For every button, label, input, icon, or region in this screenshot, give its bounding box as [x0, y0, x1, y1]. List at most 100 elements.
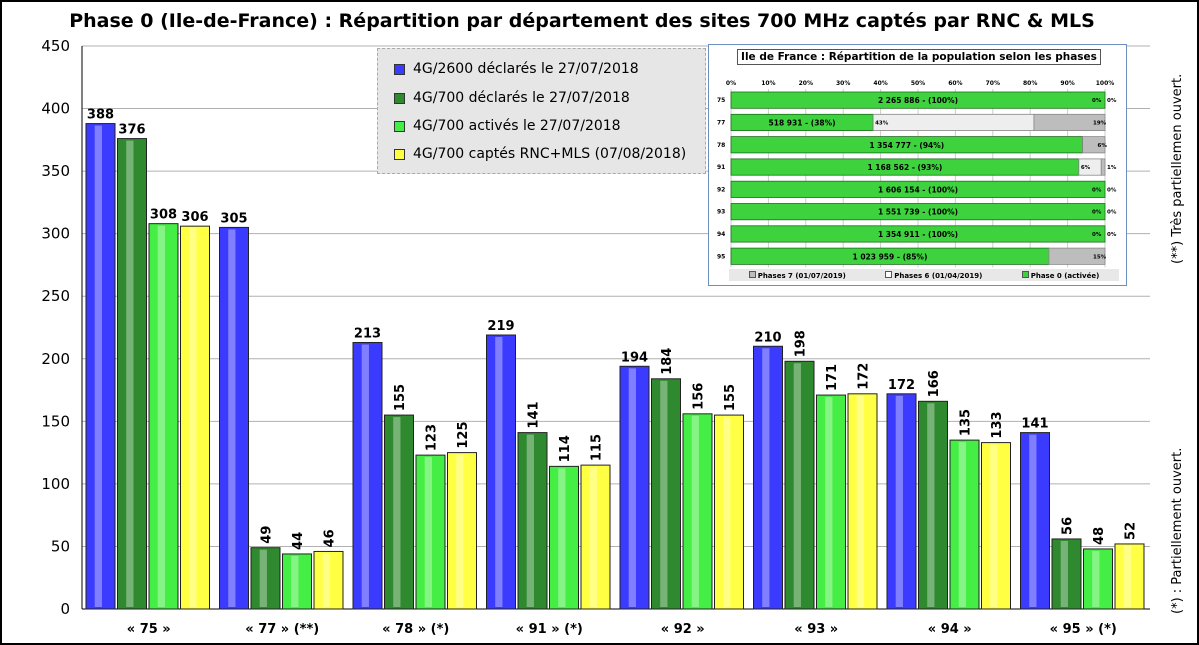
bar-highlight — [1029, 434, 1037, 607]
data-label: 388 — [87, 108, 114, 123]
bar-highlight — [927, 403, 935, 607]
bar-highlight — [456, 454, 464, 607]
inset-data-label: 0% — [1092, 187, 1102, 193]
bar — [918, 400, 948, 610]
inset-x-tick-label: 20% — [799, 80, 813, 87]
bar — [1051, 538, 1082, 610]
inset-data-label: 15% — [1093, 254, 1107, 260]
legend-label: 4G/700 activés le 27/07/2018 — [413, 118, 621, 134]
data-label: 213 — [354, 327, 381, 342]
inset-y-tick-label: 91 — [717, 164, 725, 171]
inset-bar — [730, 91, 1106, 109]
y-tick-label: 350 — [41, 162, 70, 180]
bar-highlight — [762, 348, 770, 607]
x-tick-label: « 94 » — [928, 622, 972, 637]
inset-y-tick-label: 93 — [717, 209, 725, 216]
data-label: 156 — [692, 383, 707, 410]
data-label: 141 — [527, 401, 542, 428]
y-tick-label: 450 — [41, 37, 70, 55]
bar — [619, 365, 650, 610]
inset-data-label: 0% — [1107, 232, 1117, 238]
bar-highlight — [322, 553, 330, 607]
data-label: 114 — [558, 435, 573, 462]
bar — [415, 454, 446, 610]
inset-bar — [730, 225, 1106, 243]
inset-bar — [730, 180, 1106, 198]
data-label: 166 — [927, 370, 942, 397]
bar — [549, 465, 579, 610]
bar-highlight — [157, 225, 165, 607]
bar — [981, 442, 1011, 610]
bar — [352, 342, 383, 610]
inset-y-tick-label: 94 — [717, 231, 725, 238]
inset-y-tick-label: 95 — [717, 253, 725, 260]
bar — [517, 432, 548, 610]
inset-bar-label: 1 354 911 - (100%) — [878, 230, 958, 239]
bar — [447, 452, 477, 610]
data-label: 133 — [990, 411, 1005, 438]
data-label: 306 — [181, 210, 208, 225]
data-label: 198 — [794, 330, 809, 357]
data-label: 52 — [1124, 522, 1139, 540]
legend-swatch — [394, 63, 405, 75]
inset-bar — [730, 203, 1106, 221]
bar-highlight — [1123, 545, 1131, 607]
inset-data-label: 6% — [1098, 143, 1108, 149]
data-label: 49 — [260, 526, 275, 544]
inset-bar-label: 518 931 - (38%) — [769, 118, 836, 127]
bar-highlight — [291, 555, 299, 607]
inset-title: Ile de France : Répartition de la popula… — [737, 49, 1101, 65]
inset-x-tick-label: 100% — [1096, 80, 1115, 87]
bar-highlight — [126, 140, 134, 608]
inset-data-label: 6% — [1081, 165, 1091, 171]
data-label: 123 — [425, 424, 440, 451]
bar-highlight — [628, 368, 636, 607]
data-label: 194 — [621, 350, 648, 365]
inset-x-tick-label: 70% — [986, 80, 1000, 87]
y-tick-label: 200 — [41, 350, 70, 368]
x-tick-label: « 77 » (**) — [245, 622, 319, 637]
inset-x-tick-label: 90% — [1060, 80, 1074, 87]
bar — [148, 223, 179, 610]
y-tick-label: 300 — [41, 225, 70, 243]
inset-legend-item: Phase 0 (activée) — [1021, 270, 1100, 280]
inset-bar-label: 1 354 777 - (94%) — [869, 141, 944, 150]
legend-swatch — [394, 120, 405, 132]
y-tick-label: 50 — [51, 537, 70, 555]
data-label: 115 — [590, 434, 605, 461]
x-tick-label: « 95 » (*) — [1050, 622, 1117, 637]
chart-title: Phase 0 (Ile-de-France) : Répartition pa… — [69, 10, 1095, 32]
bar-highlight — [558, 468, 566, 607]
inset-bar — [1100, 158, 1106, 176]
legend-item: 4G/700 activés le 27/07/2018 — [394, 118, 621, 134]
inset-data-label: 43% — [875, 120, 889, 126]
inset-legend-label: Phases 6 (01/04/2019) — [894, 271, 983, 280]
data-label: 172 — [888, 378, 915, 393]
bar-highlight — [793, 363, 801, 607]
bar-highlight — [990, 444, 998, 607]
inset-x-tick-label: 60% — [948, 80, 962, 87]
bar — [1114, 543, 1145, 610]
inset-bar — [1048, 247, 1106, 265]
bar-highlight — [94, 125, 102, 608]
bar-highlight — [589, 467, 597, 607]
x-tick-label: « 91 » (*) — [516, 622, 583, 637]
bar — [580, 464, 611, 610]
bar — [313, 550, 344, 610]
bar — [816, 394, 846, 610]
inset-legend-label: Phase 0 (activée) — [1030, 271, 1100, 280]
data-label: 141 — [1021, 417, 1048, 432]
data-label: 56 — [1061, 517, 1076, 535]
data-label: 125 — [456, 421, 471, 448]
bar — [1083, 548, 1113, 610]
data-label: 155 — [393, 384, 408, 411]
x-tick-label: « 92 » — [661, 622, 705, 637]
data-label: 171 — [825, 364, 840, 391]
data-label: 135 — [959, 409, 974, 436]
bar-highlight — [228, 229, 236, 607]
inset-legend-item: Phases 7 (01/07/2019) — [748, 270, 846, 280]
bar — [651, 378, 681, 610]
inset-data-label: 19% — [1093, 120, 1107, 126]
